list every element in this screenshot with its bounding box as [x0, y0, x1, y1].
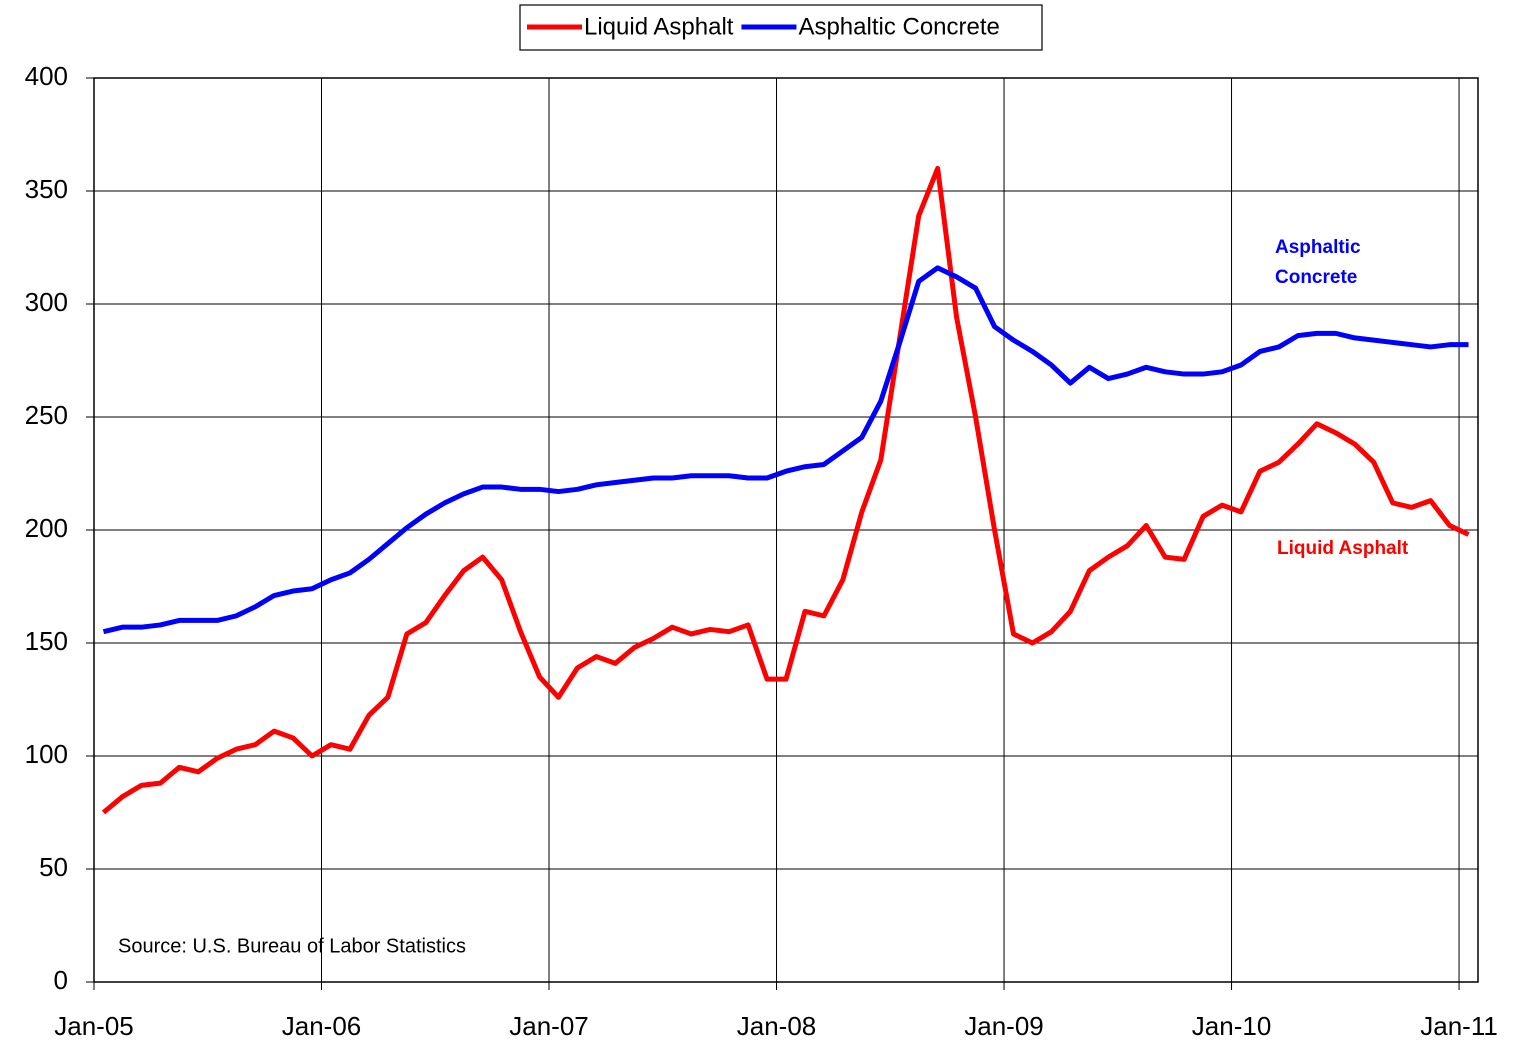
labels: 0 50 100 150 200 250 300 350 400 Jan-05 Jan-06 Jan-…	[25, 61, 1498, 1041]
x-tick-label: Jan-11	[1420, 1011, 1498, 1041]
source-note: Source: U.S. Bureau of Labor Statistics	[118, 935, 466, 957]
series-line	[101, 165, 1470, 815]
y-tick-label: 50	[39, 852, 68, 882]
x-tick-label: Jan-10	[1192, 1011, 1272, 1041]
annotation: Asphaltic Concrete	[1275, 237, 1361, 288]
y-tick-label: 350	[25, 174, 68, 204]
annotation: Liquid Asphalt	[1277, 538, 1409, 559]
lines	[101, 165, 1470, 815]
series-line	[102, 265, 1469, 635]
legend: Liquid Asphalt Asphaltic Concrete	[527, 13, 1000, 40]
y-tick-label: 300	[25, 287, 68, 317]
legend-label: Asphaltic Concrete	[798, 13, 999, 40]
y-tick-label: 0	[54, 965, 68, 995]
x-tick-label: Jan-08	[737, 1011, 817, 1041]
y-tick-label: 250	[25, 400, 68, 430]
x-tick-label: Jan-09	[964, 1011, 1044, 1041]
x-tick-label: Jan-05	[54, 1011, 134, 1041]
y-tick-label: 150	[25, 626, 68, 656]
grid	[86, 77, 1478, 990]
y-tick-label: 200	[25, 513, 68, 543]
y-tick-label: 400	[25, 61, 68, 91]
x-tick-label: Jan-07	[509, 1011, 589, 1041]
y-tick-label: 100	[25, 739, 68, 769]
x-tick-label: Jan-06	[282, 1011, 362, 1041]
legend-label: Liquid Asphalt	[584, 13, 734, 40]
